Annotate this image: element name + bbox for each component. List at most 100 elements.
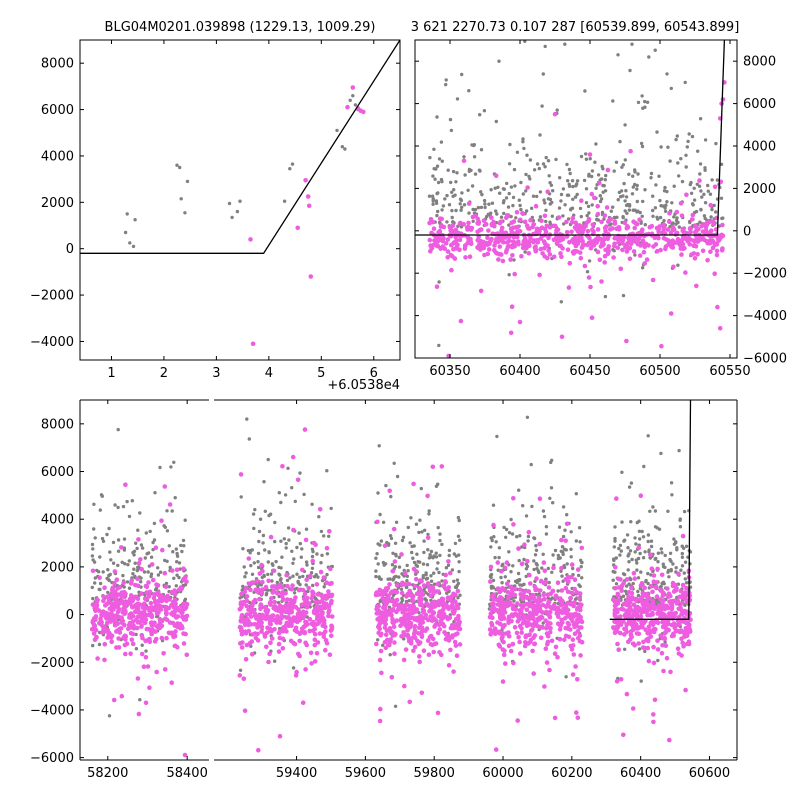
data-point (147, 685, 152, 690)
data-point (317, 631, 323, 636)
data-point (393, 704, 398, 708)
data-point (397, 575, 401, 579)
data-point (703, 168, 707, 172)
data-point (698, 117, 703, 121)
data-point (506, 618, 511, 623)
data-point (653, 525, 658, 529)
y-tick-label: 0 (743, 224, 751, 239)
data-point (454, 208, 458, 213)
data-point (548, 202, 552, 206)
data-point (280, 555, 284, 559)
data-point (152, 639, 158, 644)
data-point (579, 230, 585, 235)
data-point (538, 190, 543, 194)
data-point (116, 538, 121, 542)
data-point (579, 154, 584, 159)
data-point (311, 583, 315, 588)
data-point (132, 567, 136, 571)
data-point (609, 209, 613, 213)
data-point (413, 569, 419, 574)
data-point (97, 642, 102, 647)
data-point (532, 567, 536, 572)
data-point (391, 551, 395, 555)
data-point (446, 559, 451, 564)
data-point (450, 215, 454, 220)
data-point (566, 285, 572, 290)
data-point (553, 548, 558, 553)
data-point (524, 607, 530, 612)
data-point (509, 517, 513, 522)
data-point (256, 621, 262, 626)
data-point (490, 601, 495, 607)
data-point (698, 172, 702, 176)
data-point (631, 612, 637, 617)
data-point (172, 597, 178, 603)
data-point (180, 614, 185, 620)
data-point (169, 680, 174, 685)
data-point (637, 253, 643, 258)
data-point (249, 652, 255, 657)
data-point (434, 555, 439, 559)
data-point (277, 733, 283, 739)
data-point (534, 561, 538, 566)
data-point (526, 534, 531, 539)
data-point (248, 237, 253, 242)
data-point (551, 189, 555, 193)
data-point (525, 558, 530, 564)
data-point (558, 556, 562, 560)
data-point (689, 191, 694, 195)
data-point (542, 198, 546, 202)
data-point (558, 176, 562, 180)
data-point (614, 496, 619, 501)
data-point (637, 217, 642, 222)
data-point (509, 612, 515, 617)
data-point (557, 636, 563, 642)
data-point (530, 648, 535, 654)
data-point (584, 152, 588, 156)
data-point (135, 583, 141, 589)
data-point (619, 549, 623, 553)
data-point (424, 591, 428, 595)
x-tick-label: 60550 (709, 364, 750, 379)
data-point (605, 251, 611, 256)
data-point (377, 610, 383, 616)
data-point (532, 633, 538, 638)
data-point (255, 747, 261, 753)
data-point (449, 267, 454, 273)
data-point (140, 643, 144, 647)
data-point (294, 669, 299, 675)
data-point (121, 504, 126, 509)
data-point (669, 244, 674, 249)
data-point (618, 543, 623, 548)
data-point (633, 550, 637, 554)
data-point (440, 208, 444, 212)
data-point (430, 464, 436, 470)
data-point (125, 499, 129, 504)
data-point (612, 603, 618, 609)
data-point (351, 94, 355, 98)
data-point (272, 599, 277, 605)
data-point (665, 72, 669, 76)
data-point (433, 641, 439, 646)
data-point (659, 572, 665, 578)
data-point (702, 214, 707, 218)
data-point (464, 225, 470, 230)
data-point (304, 560, 309, 564)
data-point (579, 625, 584, 630)
data-point (501, 607, 507, 613)
data-point (639, 570, 643, 574)
data-point (422, 615, 428, 620)
data-point (279, 614, 285, 619)
data-point (303, 667, 308, 672)
y-tick-label: 6000 (41, 103, 74, 118)
data-point (443, 579, 448, 584)
data-point (671, 562, 675, 566)
data-point (298, 541, 302, 546)
data-point (136, 711, 142, 717)
data-point (406, 525, 410, 530)
data-point (588, 157, 592, 161)
data-point (522, 643, 528, 649)
data-point (669, 559, 673, 563)
data-point (437, 650, 442, 655)
data-point (290, 549, 294, 553)
